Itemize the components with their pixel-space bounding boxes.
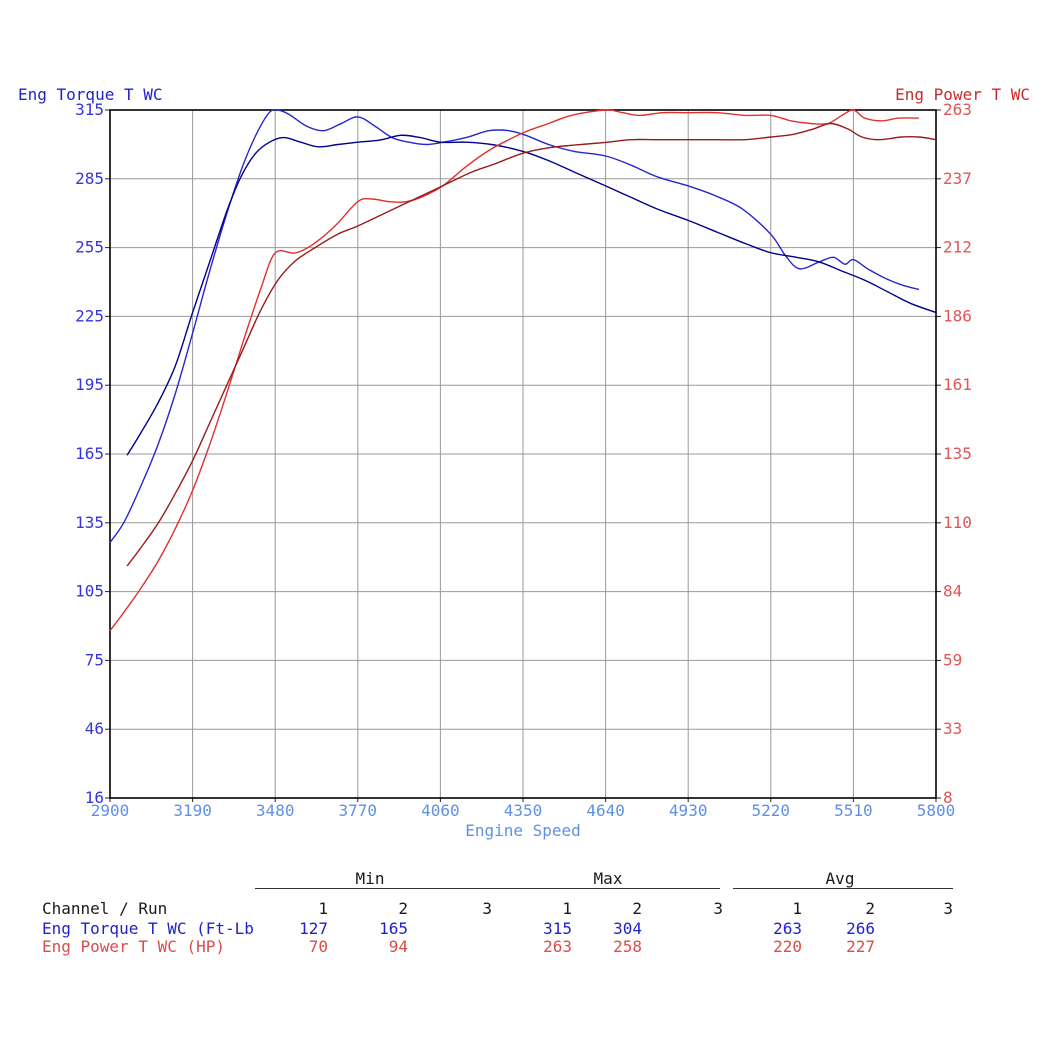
rpm-axis-tick-label: 3770 (339, 801, 378, 820)
stats-value: 227 (846, 937, 875, 956)
stats-run-header: 1 (562, 899, 572, 918)
torque-axis-title: Eng Torque T WC (18, 85, 163, 104)
stats-value: 263 (773, 919, 802, 938)
stats-run-header: 2 (398, 899, 408, 918)
stats-group-header-min: Min (355, 869, 385, 888)
stats-run-header: 2 (632, 899, 642, 918)
stats-run-header: 2 (865, 899, 875, 918)
stats-value: 263 (543, 937, 572, 956)
stats-channel-label: Eng Power T WC (HP) (42, 937, 226, 956)
stats-run-header: 1 (318, 899, 328, 918)
torque-axis-tick-label: 315 (75, 100, 104, 119)
rpm-axis-tick-label: 3480 (256, 801, 295, 820)
stats-value: 165 (379, 919, 408, 938)
stats-value: 127 (299, 919, 328, 938)
torque-axis-tick-label: 285 (75, 169, 104, 188)
torque-axis-tick-label: 255 (75, 238, 104, 257)
power-axis-tick-label: 186 (943, 306, 972, 325)
torque-axis-tick-label: 135 (75, 513, 104, 532)
power-axis-tick-label: 33 (943, 719, 962, 738)
rpm-axis-tick-label: 2900 (91, 801, 130, 820)
stats-group-underline (500, 888, 720, 889)
torque-curve-run-1 (109, 108, 920, 543)
power-curve-run-2 (126, 122, 937, 567)
power-axis-tick-label: 237 (943, 169, 972, 188)
plot-border (109, 109, 937, 799)
power-axis-tick-label: 110 (943, 513, 972, 532)
stats-value: 304 (613, 919, 642, 938)
stats-value: 315 (543, 919, 572, 938)
rpm-axis-tick-label: 4930 (669, 801, 708, 820)
rpm-axis-tick-label: 4640 (586, 801, 625, 820)
power-axis-tick-label: 84 (943, 582, 962, 601)
stats-channel-label: Eng Torque T WC (Ft-Lb (42, 919, 254, 938)
stats-run-header: 3 (943, 899, 953, 918)
stats-group-underline (733, 888, 953, 889)
stats-group-underline (255, 888, 517, 889)
rpm-axis-tick-label: 5510 (834, 801, 873, 820)
stats-value: 258 (613, 937, 642, 956)
torque-axis-tick-label: 195 (75, 375, 104, 394)
stats-group-header-avg: Avg (825, 869, 855, 888)
dyno-plot: 315 285 255 225 195 165 135 105 75 46 16 263 237 212 1… (75, 100, 972, 820)
stats-value: 266 (846, 919, 875, 938)
torque-axis-tick-label: 16 (85, 788, 104, 807)
torque-axis-tick-label: 225 (75, 306, 104, 325)
power-axis-tick-label: 263 (943, 100, 972, 119)
power-curve-run-1 (109, 109, 919, 632)
stats-run-header: 3 (713, 899, 723, 918)
x-axis-title: Engine Speed (465, 821, 581, 840)
power-axis-tick-label: 8 (943, 788, 953, 807)
stats-run-header: 3 (482, 899, 492, 918)
power-axis-tick-label: 161 (943, 375, 972, 394)
rpm-axis-tick-label: 5800 (917, 801, 956, 820)
stats-value: 94 (388, 937, 408, 956)
stats-value: 220 (773, 937, 802, 956)
power-axis-title: Eng Power T WC (895, 85, 1030, 104)
torque-axis-tick-label: 75 (85, 650, 104, 669)
rpm-axis-tick-label: 3190 (173, 801, 212, 820)
stats-run-header: 1 (792, 899, 802, 918)
torque-curve-run-2 (126, 134, 937, 456)
torque-axis-tick-label: 165 (75, 444, 104, 463)
rpm-axis-tick-label: 4060 (421, 801, 460, 820)
power-axis-tick-label: 135 (943, 444, 972, 463)
torque-axis-tick-label: 105 (75, 582, 104, 601)
stats-value: 70 (308, 937, 328, 956)
torque-axis-tick-label: 46 (85, 719, 104, 738)
power-axis-tick-label: 212 (943, 238, 972, 257)
rpm-axis-tick-label: 5220 (752, 801, 791, 820)
stats-group-header-max: Max (593, 869, 623, 888)
power-axis-tick-label: 59 (943, 650, 962, 669)
stats-row-header: Channel / Run (42, 899, 168, 918)
rpm-axis-tick-label: 4350 (504, 801, 543, 820)
